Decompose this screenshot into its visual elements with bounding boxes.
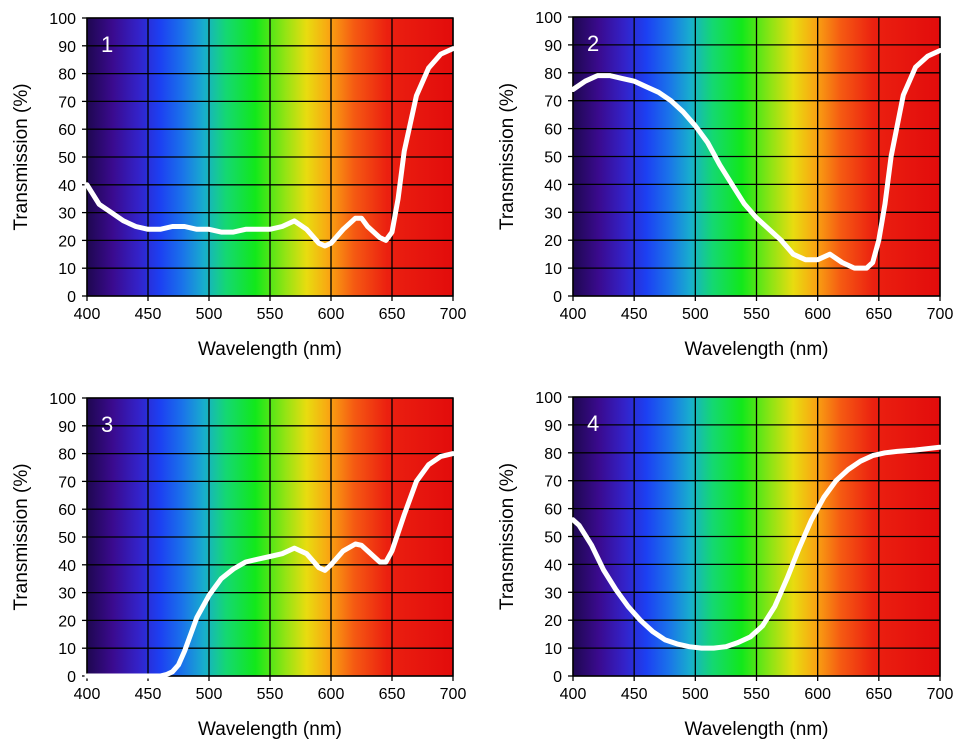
chart-panel-3-ytick-label-60: 60	[58, 502, 76, 519]
chart-panel-4-ytick-label-30: 30	[544, 585, 562, 602]
chart-panel-1-xtick-label-650: 650	[379, 306, 406, 323]
chart-panel-3-xtick-label-650: 650	[379, 686, 406, 703]
chart-panel-4: 400 450 500 550 600 650 700 0 10 20 30 40 50 60 70 80 90…	[497, 390, 953, 740]
chart-panel-4-xtick-label-400: 400	[560, 686, 587, 703]
chart-panel-4-xaxis-label: Wavelength (nm)	[685, 719, 829, 740]
chart-panel-4-xtick-label-700: 700	[927, 686, 954, 703]
chart-panel-2-ytick-label-70: 70	[544, 94, 562, 111]
chart-panel-1-xaxis-label: Wavelength (nm)	[198, 339, 342, 360]
chart-panel-1-yaxis-label: Transmission (%)	[11, 83, 32, 230]
chart-panel-4-xtick-label-650: 650	[865, 686, 892, 703]
chart-panel-1-xtick-label-550: 550	[257, 306, 284, 323]
chart-panel-3-xtick-label-550: 550	[257, 686, 284, 703]
chart-panel-1-ytick-label-80: 80	[58, 67, 76, 84]
chart-panel-1-ytick-label-30: 30	[58, 206, 76, 223]
chart-panel-3-xaxis-label: Wavelength (nm)	[198, 719, 342, 740]
chart-panel-4-ytick-label-70: 70	[544, 474, 562, 491]
chart-panel-2-ytick-label-50: 50	[544, 150, 562, 167]
chart-panel-1-ytick-label-60: 60	[58, 122, 76, 139]
chart-panel-2-ytick-label-0: 0	[553, 289, 562, 306]
chart-panel-4-panel-number: 4	[587, 411, 599, 436]
chart-panel-4-xtick-label-550: 550	[743, 686, 770, 703]
chart-panel-1-ytick-label-40: 40	[58, 178, 76, 195]
chart-panel-3-xtick-label-700: 700	[440, 686, 467, 703]
chart-panel-4-ytick-label-0: 0	[553, 669, 562, 686]
chart-panel-3-ytick-label-30: 30	[58, 586, 76, 603]
chart-panel-1-ytick-label-50: 50	[58, 150, 76, 167]
chart-panel-4-xtick-label-600: 600	[804, 686, 831, 703]
chart-panel-1-ytick-label-20: 20	[58, 233, 76, 250]
chart-panel-3-xtick-label-600: 600	[318, 686, 345, 703]
chart-panel-2-xtick-label-600: 600	[804, 306, 831, 323]
chart-panel-2-xtick-label-550: 550	[743, 306, 770, 323]
chart-panel-2-panel-number: 2	[587, 31, 599, 56]
chart-panel-3-ytick-label-100: 100	[49, 391, 76, 408]
chart-panel-4-ytick-label-100: 100	[535, 390, 562, 407]
chart-panel-2-xtick-label-650: 650	[865, 306, 892, 323]
chart-panel-4-series-line-1	[570, 444, 943, 651]
chart-panel-1-xtick-label-500: 500	[196, 306, 223, 323]
chart-panel-4-ytick-label-40: 40	[544, 557, 562, 574]
chart-panel-1-xtick-label-600: 600	[318, 306, 345, 323]
chart-panel-1-series-line-1	[84, 46, 456, 249]
chart-panel-3: 400 450 500 550 600 650 700 0 10 20 30 40 50 60 70 80 90…	[11, 391, 466, 740]
chart-panel-4-yaxis-label: Transmission (%)	[497, 463, 518, 610]
chart-panel-2-ytick-label-90: 90	[544, 38, 562, 55]
chart-panel-3-ytick-label-80: 80	[58, 447, 76, 464]
chart-panel-2-ytick-label-100: 100	[535, 10, 562, 27]
chart-panel-3-ytick-label-40: 40	[58, 558, 76, 575]
chart-panel-4-ytick-label-60: 60	[544, 502, 562, 519]
chart-panel-4-ytick-label-50: 50	[544, 530, 562, 547]
chart-panel-3-panel-number: 3	[101, 412, 113, 437]
chart-panel-1: 400 450 500 550 600 650 700 0 10 20 30 40 50 60 70 80 90…	[11, 11, 466, 360]
chart-panel-3-xtick-label-500: 500	[196, 686, 223, 703]
chart-panel-2-xaxis-label: Wavelength (nm)	[685, 339, 829, 360]
chart-panel-3-series-line-1	[84, 451, 456, 679]
chart-panel-2-xtick-label-400: 400	[560, 306, 587, 323]
chart-panel-2-xtick-label-700: 700	[927, 306, 954, 323]
chart-panel-2-yaxis-label: Transmission (%)	[497, 83, 518, 230]
chart-panel-1-ytick-label-90: 90	[58, 39, 76, 56]
chart-panel-3-xtick-label-450: 450	[135, 686, 162, 703]
chart-panel-2-series-line-1	[570, 48, 943, 271]
chart-panel-1-ytick-label-10: 10	[58, 261, 76, 278]
chart-panel-2-ytick-label-60: 60	[544, 122, 562, 139]
chart-panel-2-xtick-label-500: 500	[682, 306, 709, 323]
chart-panel-2-ytick-label-40: 40	[544, 177, 562, 194]
chart-panel-3-xtick-label-400: 400	[74, 686, 101, 703]
chart-panel-1-ytick-label-70: 70	[58, 94, 76, 111]
chart-panel-2-ytick-label-20: 20	[544, 233, 562, 250]
chart-panel-1-xtick-label-700: 700	[440, 306, 467, 323]
chart-panel-1-xtick-label-450: 450	[135, 306, 162, 323]
chart-panel-4-ytick-label-20: 20	[544, 613, 562, 630]
chart-panel-3-yaxis-label: Transmission (%)	[11, 463, 32, 610]
chart-panel-2-ytick-label-80: 80	[544, 66, 562, 83]
chart-panel-1-ytick-label-0: 0	[67, 289, 76, 306]
chart-panel-2-ytick-label-30: 30	[544, 205, 562, 222]
chart-panel-4-xtick-label-500: 500	[682, 686, 709, 703]
chart-panel-4-xtick-label-450: 450	[621, 686, 648, 703]
chart-panel-3-ytick-label-90: 90	[58, 419, 76, 436]
chart-panel-1-xtick-label-400: 400	[74, 306, 101, 323]
chart-panel-2: 400 450 500 550 600 650 700 0 10 20 30 40 50 60 70 80 90…	[497, 10, 953, 360]
chart-panel-2-ytick-label-10: 10	[544, 261, 562, 278]
chart-panel-3-ytick-label-50: 50	[58, 530, 76, 547]
chart-panel-3-ytick-label-10: 10	[58, 641, 76, 658]
chart-panel-4-ytick-label-90: 90	[544, 418, 562, 435]
chart-panel-4-ytick-label-80: 80	[544, 446, 562, 463]
chart-panel-4-ytick-label-10: 10	[544, 641, 562, 658]
chart-panel-3-ytick-label-20: 20	[58, 613, 76, 630]
chart-panel-1-panel-number: 1	[101, 32, 113, 57]
chart-panel-3-ytick-label-70: 70	[58, 474, 76, 491]
chart-panel-1-ytick-label-100: 100	[49, 11, 76, 28]
chart-panel-2-xtick-label-450: 450	[621, 306, 648, 323]
chart-panel-3-ytick-label-0: 0	[67, 669, 76, 686]
